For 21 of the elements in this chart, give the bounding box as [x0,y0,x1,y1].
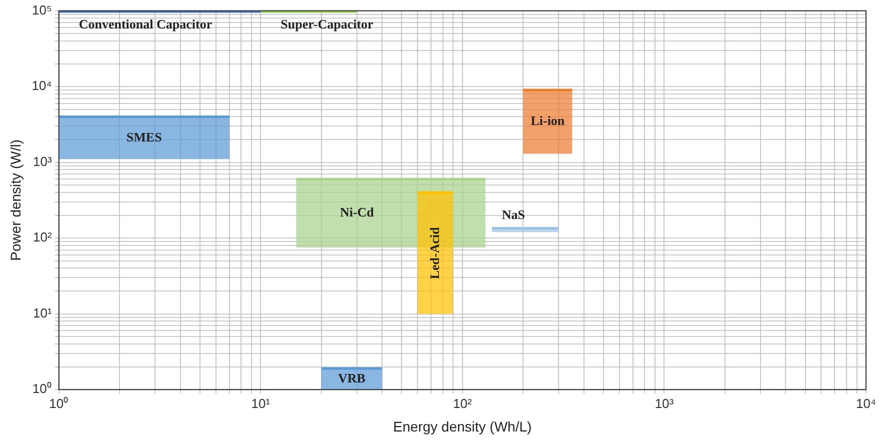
series-label: VRB [338,370,366,386]
y-tick-label: 10² [33,230,53,245]
text: Led-Acid [426,226,442,280]
series-label: SMES [126,129,162,144]
series-label: Li-ion [530,113,566,128]
y-tick-label: 10¹ [33,305,53,320]
y-tick-label: 10⁵ [32,2,52,18]
series-label: Conventional Capacitor [78,16,212,32]
x-tick-label: 10⁴ [856,396,876,411]
series-label: Ni-Cd [340,204,375,220]
y-tick-label: 10³ [33,154,53,169]
x-tick-label: 10⁰ [49,396,69,411]
x-tick-label: 10³ [654,396,674,411]
y-tick-label: 10⁰ [32,381,52,396]
y-tick-label: 10⁴ [32,78,52,94]
y-axis-title: Power density (W/l) [7,140,24,261]
x-tick-label: 10² [453,396,472,411]
series-label: Super-Capacitor [280,16,374,32]
series-label: NaS [502,207,526,222]
x-tick-label: 10¹ [251,396,271,411]
x-axis-title: Energy density (Wh/L) [393,418,532,434]
